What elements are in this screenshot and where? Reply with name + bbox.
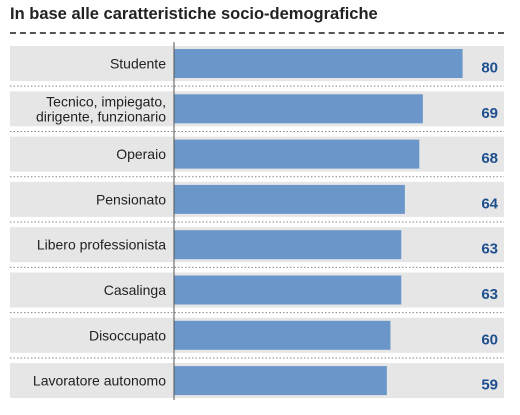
value-label: 60 [481, 331, 498, 348]
value-label: 64 [481, 195, 498, 212]
bar [174, 139, 420, 169]
value-label: 59 [481, 377, 498, 394]
value-label: 63 [481, 286, 498, 303]
value-label: 69 [481, 105, 498, 122]
bar [174, 94, 423, 124]
bar [174, 49, 463, 78]
category-label: Tecnico, impiegato, dirigente, funzionari… [36, 93, 166, 124]
category-label: Disoccupato [89, 327, 166, 343]
value-label: 68 [481, 150, 498, 167]
bar [174, 320, 391, 350]
category-label: Operaio [116, 146, 166, 162]
bar [174, 366, 387, 396]
chart-title: In base alle caratteristiche socio-demog… [10, 5, 378, 23]
bar [174, 230, 402, 260]
category-label: Studente [110, 56, 166, 72]
title-rule [10, 32, 504, 34]
bar [174, 184, 405, 214]
category-label: Libero professionista [37, 237, 166, 253]
value-label: 80 [481, 60, 498, 77]
category-label: Casalinga [104, 282, 166, 298]
category-label: Pensionato [96, 191, 166, 207]
category-label: Lavoratore autonomo [33, 373, 166, 389]
value-label: 63 [481, 241, 498, 258]
bar [174, 275, 402, 305]
